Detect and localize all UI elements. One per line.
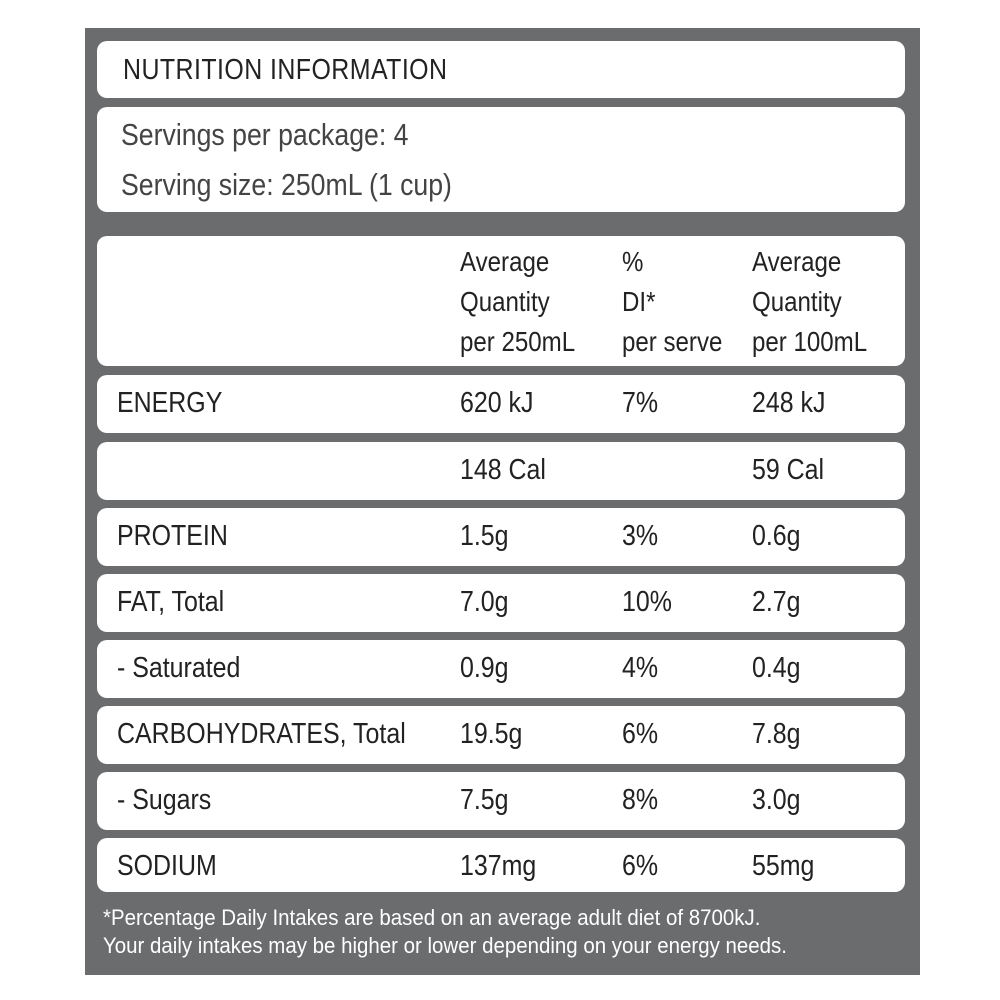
amount-per-serve: 19.5g: [460, 718, 523, 750]
footnote-line: *Percentage Daily Intakes are based on a…: [103, 905, 761, 930]
amount-per-serve: 620 kJ: [460, 387, 534, 419]
nutrient-name: CARBOHYDRATES, Total: [117, 718, 406, 750]
amount-per-100ml: 55mg: [752, 850, 815, 882]
amount-per-100ml: 0.4g: [752, 652, 801, 684]
amount-per-serve: 137mg: [460, 850, 537, 882]
nutrient-name: SODIUM: [117, 850, 217, 882]
amount-per-100ml: 59 Cal: [752, 454, 825, 486]
amount-per-serve: 148 Cal: [460, 454, 546, 486]
nutrient-name: FAT, Total: [117, 586, 225, 618]
nutrient-row: 148 Cal 59 Cal: [97, 442, 905, 500]
daily-intake-percent: 3%: [622, 520, 659, 552]
daily-intake-percent: 4%: [622, 652, 659, 684]
nutrient-row: - Saturated 0.9g 4% 0.4g: [97, 640, 905, 698]
daily-intake-percent: 8%: [622, 784, 659, 816]
footnote-line: Your daily intakes may be higher or lowe…: [103, 933, 787, 958]
nutrient-row: - Sugars 7.5g 8% 3.0g: [97, 772, 905, 830]
column-header-panel: Average Quantity per 250mL % DI* per serve A…: [97, 236, 905, 366]
amount-per-serve: 0.9g: [460, 652, 509, 684]
daily-intake-percent: 6%: [622, 850, 659, 882]
header-per-serve: Average Quantity per 250mL: [460, 246, 576, 357]
header-per-100ml: Average Quantity per 100mL: [752, 246, 868, 357]
header-daily-intake: % DI* per serve: [622, 246, 723, 357]
amount-per-100ml: 7.8g: [752, 718, 801, 750]
daily-intake-percent: 6%: [622, 718, 659, 750]
nutrient-row: PROTEIN 1.5g 3% 0.6g: [97, 508, 905, 566]
nutrient-row: CARBOHYDRATES, Total 19.5g 6% 7.8g: [97, 706, 905, 764]
amount-per-100ml: 3.0g: [752, 784, 801, 816]
amount-per-serve: 7.5g: [460, 784, 509, 816]
nutrient-name: PROTEIN: [117, 520, 228, 552]
label-title: NUTRITION INFORMATION: [123, 54, 448, 86]
daily-intake-percent: 10%: [622, 586, 672, 618]
nutrition-label: NUTRITION INFORMATION Servings per packa…: [85, 28, 920, 975]
nutrient-name: ENERGY: [117, 387, 223, 419]
amount-per-serve: 1.5g: [460, 520, 509, 552]
servings-per-package: Servings per package: 4: [121, 117, 409, 152]
servings-panel: Servings per package: 4 Serving size: 25…: [97, 107, 905, 212]
nutrient-name: - Saturated: [117, 652, 241, 684]
serving-size: Serving size: 250mL (1 cup): [121, 167, 452, 202]
footnote: *Percentage Daily Intakes are based on a…: [103, 904, 787, 960]
title-panel: NUTRITION INFORMATION: [97, 41, 905, 98]
nutrient-row: FAT, Total 7.0g 10% 2.7g: [97, 574, 905, 632]
nutrient-name: - Sugars: [117, 784, 212, 816]
amount-per-100ml: 0.6g: [752, 520, 801, 552]
nutrient-row: ENERGY 620 kJ 7% 248 kJ: [97, 375, 905, 433]
daily-intake-percent: 7%: [622, 387, 659, 419]
amount-per-serve: 7.0g: [460, 586, 509, 618]
amount-per-100ml: 2.7g: [752, 586, 801, 618]
amount-per-100ml: 248 kJ: [752, 387, 826, 419]
nutrient-row: SODIUM 137mg 6% 55mg: [97, 838, 905, 892]
